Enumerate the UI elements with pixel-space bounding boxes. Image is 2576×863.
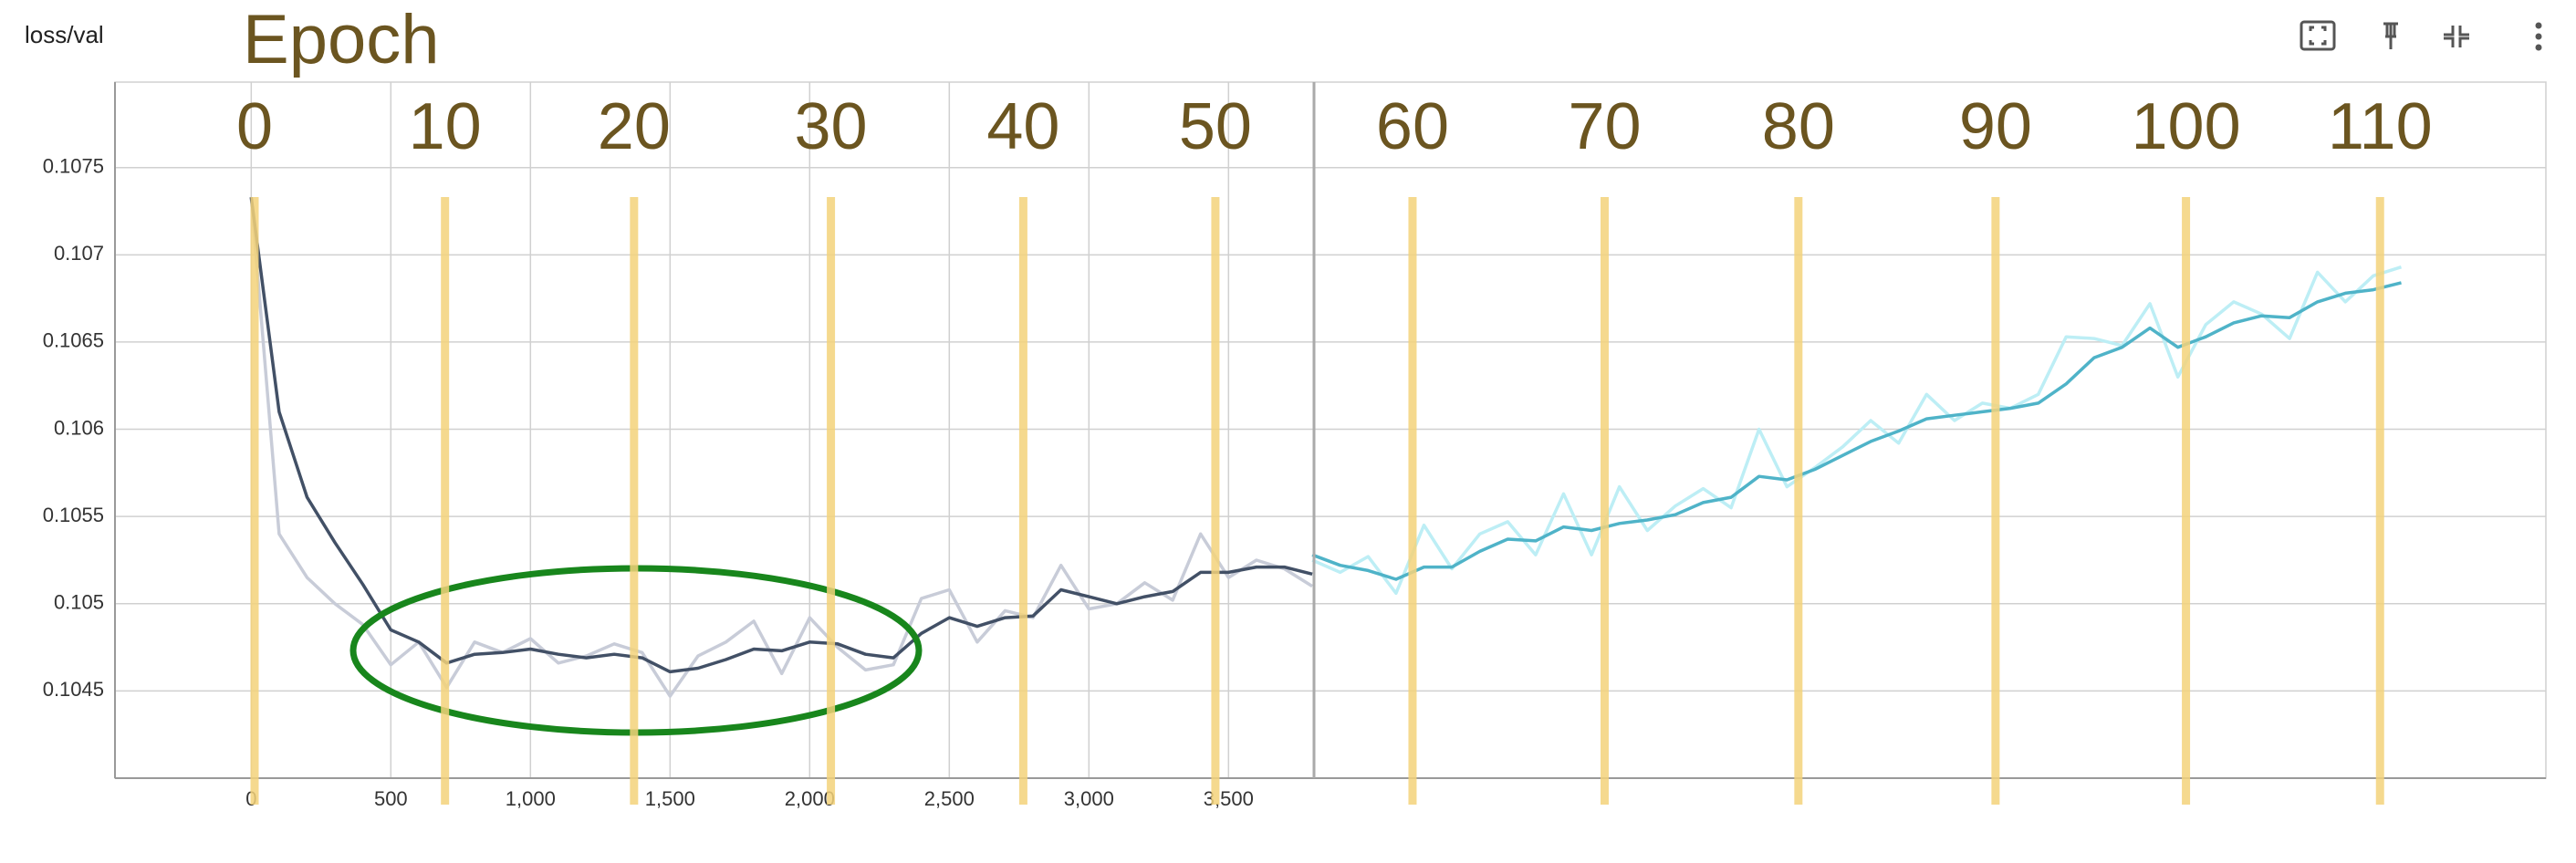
y-tick-label: 0.106 bbox=[54, 416, 104, 439]
plot-frame bbox=[114, 81, 2547, 779]
x-tick-label: 3,500 bbox=[1204, 787, 1254, 810]
x-tick-label: 2,500 bbox=[924, 787, 975, 810]
x-tick-label: 3,000 bbox=[1064, 787, 1114, 810]
y-tick-label: 0.107 bbox=[54, 242, 104, 265]
x-tick-label: 2,000 bbox=[785, 787, 835, 810]
y-tick-label: 0.1075 bbox=[43, 155, 104, 178]
x-tick-label: 1,000 bbox=[506, 787, 556, 810]
x-tick-label: 1,500 bbox=[645, 787, 695, 810]
epoch-label: 70 bbox=[1568, 90, 1641, 163]
y-tick-label: 0.105 bbox=[54, 591, 104, 614]
epoch-label: 0 bbox=[236, 90, 273, 163]
epoch-label: 10 bbox=[409, 90, 482, 163]
collapse-button[interactable] bbox=[2444, 26, 2469, 47]
epoch-label: 60 bbox=[1376, 90, 1449, 163]
epoch-label: 110 bbox=[2328, 90, 2433, 163]
fit-domain-button[interactable] bbox=[2300, 20, 2336, 51]
smoothed-line bbox=[1311, 281, 2402, 581]
y-tick-label: 0.1065 bbox=[43, 329, 104, 352]
toolbar bbox=[2300, 20, 2542, 51]
epoch-label: 40 bbox=[986, 90, 1059, 163]
card-title: loss/val bbox=[25, 21, 104, 48]
epoch-label: 20 bbox=[598, 90, 671, 163]
epoch-label: 100 bbox=[2132, 90, 2241, 163]
smoothed-line bbox=[249, 196, 1313, 674]
pin-button[interactable] bbox=[2383, 22, 2398, 49]
plot-area: 0.1045 0.105 0.1055 0.106 0.1065 0.107 0.1075 0… bbox=[43, 82, 2546, 810]
raw-line bbox=[249, 197, 1314, 698]
y-tick-label: 0.1055 bbox=[43, 504, 104, 526]
epoch-label: 30 bbox=[795, 90, 868, 163]
raw-line bbox=[1311, 265, 2403, 596]
epoch-label: 80 bbox=[1762, 90, 1835, 163]
epoch-label: 90 bbox=[1959, 90, 2032, 163]
epoch-annotation: Epoch bbox=[243, 1, 440, 78]
epoch-label: 50 bbox=[1179, 90, 1252, 163]
more-menu[interactable] bbox=[2535, 22, 2542, 51]
y-tick-label: 0.1045 bbox=[43, 678, 104, 701]
x-tick-label: 500 bbox=[374, 787, 408, 810]
